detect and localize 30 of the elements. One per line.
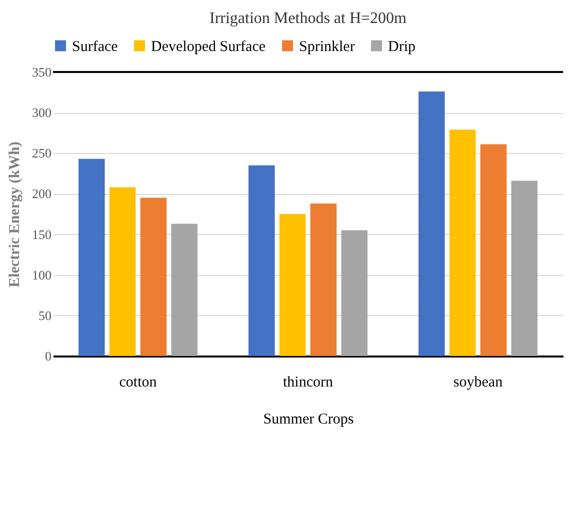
x-tick-label: thincorn bbox=[283, 374, 334, 390]
bar bbox=[341, 230, 368, 356]
chart-title: Irrigation Methods at H=200m bbox=[210, 10, 408, 27]
y-tick-label: 50 bbox=[38, 308, 52, 323]
x-axis-title: Summer Crops bbox=[263, 412, 354, 428]
y-axis-title: Electric Energy (kWh) bbox=[7, 142, 23, 288]
bar bbox=[279, 214, 306, 356]
y-tick-label: 100 bbox=[32, 267, 52, 282]
y-tick-label: 300 bbox=[32, 105, 52, 120]
bar bbox=[109, 187, 136, 356]
legend-label: Surface bbox=[72, 38, 118, 55]
legend-label: Developed Surface bbox=[151, 38, 266, 55]
bar bbox=[418, 91, 445, 356]
y-tick-label: 250 bbox=[32, 146, 52, 161]
y-tick-label: 0 bbox=[45, 348, 52, 364]
bar bbox=[310, 203, 337, 356]
bar bbox=[511, 180, 538, 356]
bar bbox=[480, 144, 507, 356]
bar bbox=[171, 224, 198, 356]
y-tick-label: 200 bbox=[32, 186, 52, 202]
bar bbox=[140, 198, 167, 356]
bar bbox=[449, 130, 476, 356]
x-tick-label: cotton bbox=[119, 374, 158, 390]
y-tick-label: 350 bbox=[32, 64, 52, 80]
legend-label: Drip bbox=[388, 38, 416, 55]
x-tick-label: soybean bbox=[453, 374, 504, 390]
bar bbox=[78, 158, 105, 356]
legend-label: Sprinkler bbox=[299, 38, 355, 55]
y-tick-label: 150 bbox=[32, 226, 52, 242]
bar bbox=[248, 165, 275, 356]
